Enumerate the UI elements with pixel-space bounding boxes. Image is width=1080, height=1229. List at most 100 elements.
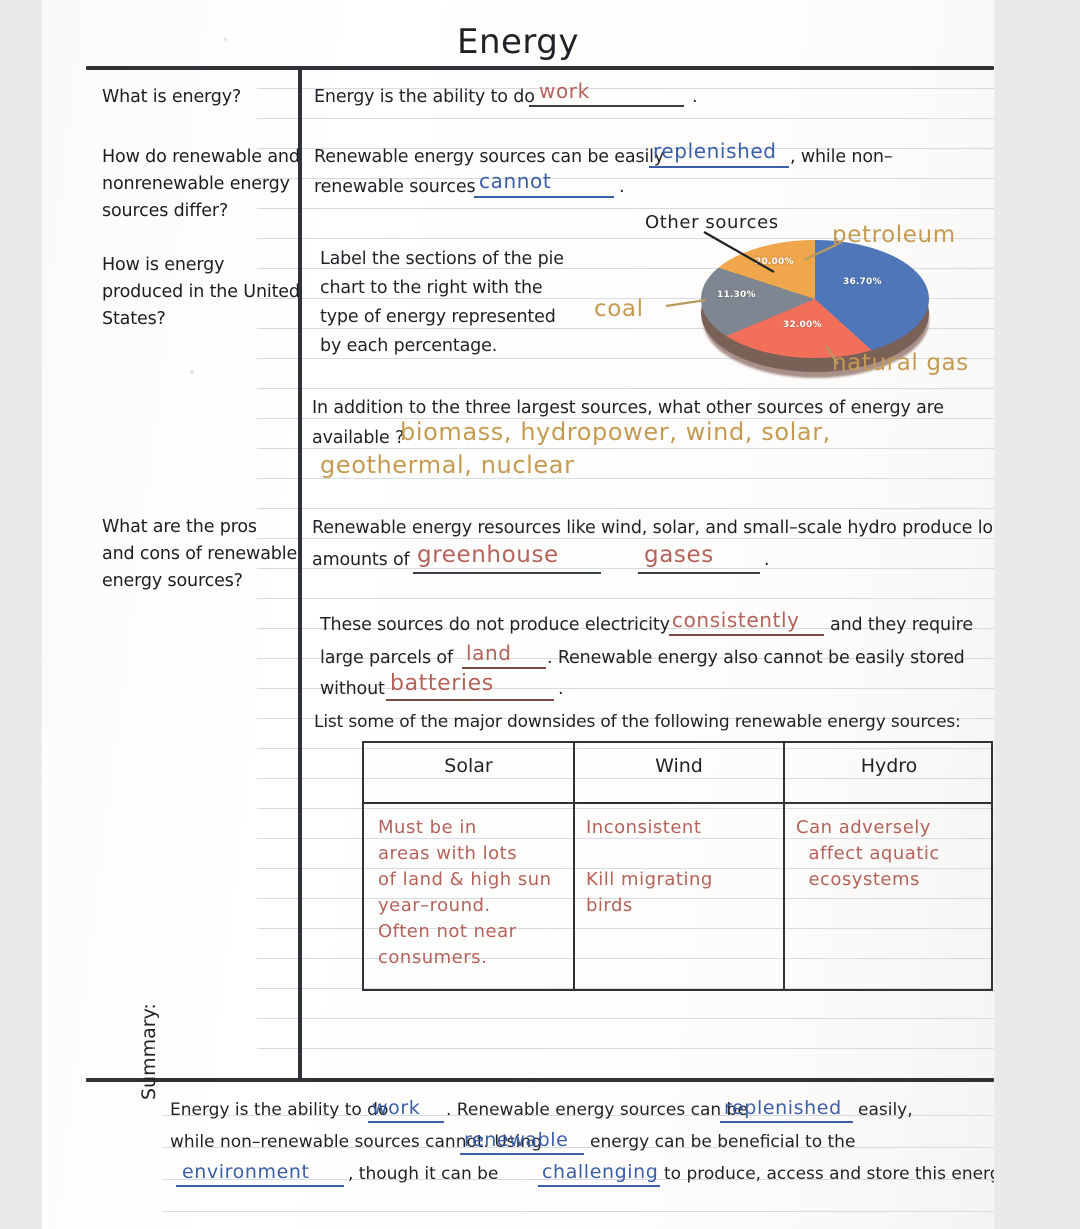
answer-4-line2-pre: amounts of: [312, 550, 410, 570]
leader-line-natural-gas: [825, 345, 839, 365]
table-intro-text: List some of the major downsides of the …: [314, 712, 961, 732]
pie-value-natural-gas: 32.00%: [783, 320, 822, 330]
ruled-line: [162, 1179, 994, 1180]
summary-line2-a: while non–renewable sources cannot. Usin…: [170, 1132, 542, 1152]
answer-5-line1-post: and they require: [830, 615, 973, 635]
table-header-hline: [364, 802, 991, 804]
summary-fill-renewable[interactable]: renewable: [464, 1129, 569, 1151]
page-title: Energy: [456, 22, 580, 62]
answer-3b-fill-line1[interactable]: biomass, hydropower, wind, solar,: [400, 418, 831, 446]
answer-2-fill-2[interactable]: cannot: [479, 169, 552, 193]
ruled-line: [162, 1147, 994, 1148]
ruled-line: [257, 928, 994, 929]
answer-1-blank-underline: [529, 105, 684, 107]
leader-line-coal: [665, 298, 707, 308]
ruled-line: [257, 358, 994, 359]
summary-blank2-underline: [720, 1121, 853, 1123]
downsides-table: Solar Wind Hydro Must be in areas with l…: [362, 741, 993, 991]
summary-line2-b: energy can be beneficial to the: [590, 1132, 856, 1152]
answer-2-line2-pre: renewable sources: [314, 177, 476, 197]
table-cell-wind[interactable]: Inconsistent Kill migrating birds: [586, 817, 713, 916]
energy-pie-chart: 36.70% 32.00% 11.30% 20.00%: [697, 232, 935, 378]
question-2-line3: sources differ?: [102, 201, 229, 221]
ruled-line: [257, 148, 994, 149]
ruled-line: [257, 328, 994, 329]
ruled-line: [162, 1211, 994, 1212]
answer-5-blank1-underline: [669, 634, 824, 636]
summary-blank5-underline: [538, 1185, 660, 1187]
answer-5-line3-pre: without: [320, 679, 385, 699]
answer-4-fill-2[interactable]: gases: [644, 542, 714, 568]
table-header-solar: Solar: [444, 755, 493, 777]
table-cell-hydro[interactable]: Can adversely affect aquatic ecosystems: [796, 817, 940, 890]
ruled-line: [257, 1048, 994, 1049]
answer-1-fill[interactable]: work: [539, 79, 590, 103]
answer-5-line2-post: . Renewable energy also cannot be easily…: [547, 648, 965, 668]
ruled-line: [257, 748, 994, 749]
paper-speck: [190, 370, 194, 374]
ruled-line: [257, 898, 994, 899]
table-header-wind: Wind: [655, 755, 703, 777]
pie-label-natural-gas: natural gas: [832, 350, 969, 376]
ruled-line: [257, 118, 994, 119]
question-4-line1: What are the pros: [102, 517, 257, 537]
summary-line3-b: to produce, access and store this energy…: [664, 1164, 994, 1184]
summary-line1-a: Energy is the ability to do: [170, 1100, 389, 1120]
worksheet-page: Energy What is energy? How do renewable …: [42, 0, 994, 1229]
ruled-line: [257, 598, 994, 599]
answer-5-line2-pre: large parcels of: [320, 648, 453, 668]
ruled-line: [257, 778, 994, 779]
answer-3-instruction-4: by each percentage.: [320, 336, 498, 356]
answer-3b-fill-line2[interactable]: geothermal, nuclear: [320, 451, 575, 479]
answer-4-blank1-underline: [413, 572, 601, 574]
answer-5-fill-2[interactable]: land: [466, 641, 512, 665]
answer-5-fill-3[interactable]: batteries: [390, 671, 494, 696]
question-4-line2: and cons of renewable: [102, 544, 298, 564]
answer-2-blank2-underline: [474, 196, 614, 198]
ruled-line: [257, 868, 994, 869]
leader-line-other-sources: [703, 231, 775, 273]
answer-5-fill-1[interactable]: consistently: [672, 608, 800, 632]
answer-1-period: .: [692, 87, 698, 107]
ruled-line: [257, 478, 994, 479]
answer-5-line3-post: .: [558, 679, 564, 699]
ruled-line: [257, 538, 994, 539]
ruled-line: [257, 388, 994, 389]
summary-fill-challenging[interactable]: challenging: [542, 1161, 659, 1183]
pie-top-face: [701, 240, 929, 358]
summary-fill-environment[interactable]: environment: [182, 1161, 310, 1183]
ruled-line: [257, 958, 994, 959]
summary-line3-a: , though it can be: [348, 1164, 499, 1184]
answer-2-line2-post: .: [619, 177, 625, 197]
ruled-line: [257, 418, 994, 419]
question-3-line1: How is energy: [102, 255, 225, 275]
column-divider: [298, 68, 302, 1080]
answer-2-line1-post: , while non–: [790, 147, 893, 167]
paper-speck: [224, 38, 227, 41]
pie-label-coal: coal: [594, 296, 644, 322]
ruled-line: [257, 988, 994, 989]
summary-fill-work[interactable]: work: [372, 1097, 421, 1119]
answer-4-line1: Renewable energy resources like wind, so…: [312, 518, 994, 538]
answer-2-fill-1[interactable]: replenished: [653, 139, 777, 163]
pie-value-coal: 11.30%: [717, 290, 756, 300]
summary-label: Summary:: [138, 1003, 160, 1100]
pie-label-petroleum: petroleum: [832, 222, 956, 248]
pie-value-other: 20.00%: [755, 257, 794, 267]
ruled-line: [257, 658, 994, 659]
table-cell-solar[interactable]: Must be in areas with lots of land & hig…: [378, 817, 552, 968]
leader-line-petroleum: [803, 241, 843, 261]
summary-fill-replenished[interactable]: replenished: [724, 1097, 842, 1119]
table-vline-1: [573, 743, 575, 989]
question-1: What is energy?: [102, 87, 242, 107]
ruled-line: [257, 448, 994, 449]
answer-3-instruction-2: chart to the right with the: [320, 278, 543, 298]
ruled-line: [162, 1115, 994, 1116]
answer-3b-question: In addition to the three largest sources…: [312, 398, 944, 418]
answer-3b-line2-pre: available ?: [312, 428, 405, 448]
answer-2-blank1-underline: [649, 166, 789, 168]
answer-4-fill-1[interactable]: greenhouse: [417, 542, 559, 568]
ruled-line: [257, 718, 994, 719]
question-3-line3: States?: [102, 309, 166, 329]
answer-2-line1-pre: Renewable energy sources can be easily: [314, 147, 665, 167]
